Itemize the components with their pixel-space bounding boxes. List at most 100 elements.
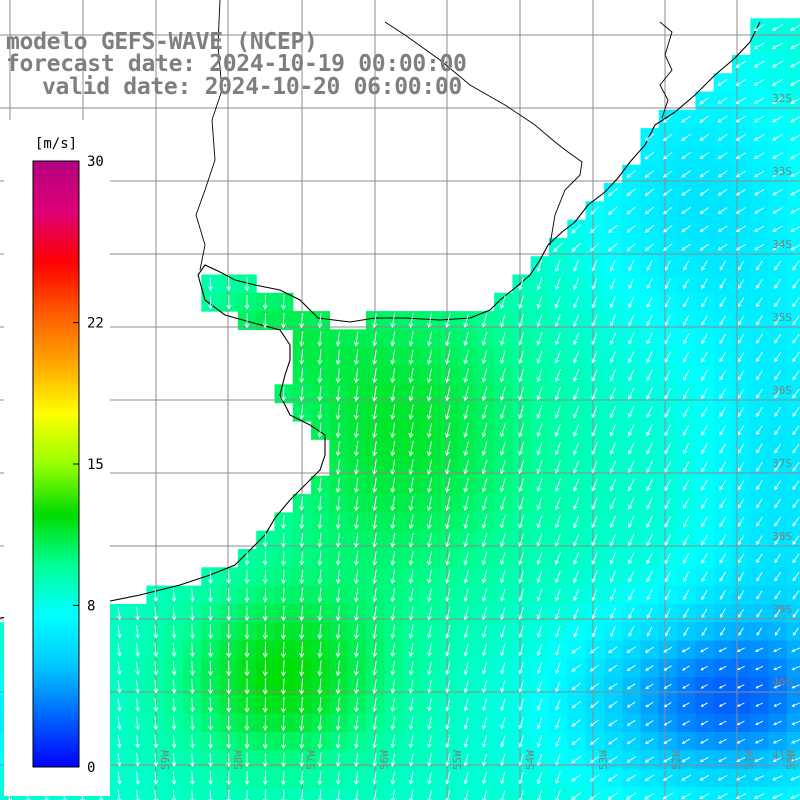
- wind-arrow: [774, 333, 782, 344]
- wind-arrow: [756, 571, 763, 582]
- wind-arrow: [756, 480, 763, 491]
- wind-arrow: [573, 442, 580, 456]
- wind-arrow: [299, 789, 304, 800]
- wind-arrow: [135, 661, 140, 676]
- wind-arrow: [555, 625, 561, 638]
- wind-arrow: [189, 642, 195, 658]
- wind-arrow: [756, 553, 763, 564]
- wind-arrow: [700, 738, 709, 744]
- wind-arrow: [701, 315, 708, 326]
- wind-arrow: [792, 462, 800, 472]
- wind-arrow: [756, 498, 763, 509]
- wind-arrow: [226, 734, 232, 750]
- wind-arrow: [718, 702, 727, 707]
- wind-arrow: [500, 771, 506, 785]
- wind-arrow: [262, 660, 268, 677]
- wind-arrow: [518, 277, 524, 291]
- wind-cell: [786, 567, 800, 587]
- wind-arrow: [700, 702, 708, 707]
- wind-arrow: [792, 517, 800, 527]
- wind-arrow: [482, 735, 488, 748]
- wind-arrow: [262, 771, 268, 786]
- wind-arrow: [573, 497, 580, 511]
- wind-arrow: [774, 535, 781, 545]
- wind-arrow: [646, 626, 653, 637]
- wind-arrow: [353, 605, 359, 622]
- wind-arrow: [536, 423, 543, 438]
- wind-arrow: [699, 133, 710, 141]
- wind-arrow: [683, 333, 690, 345]
- wind-arrow: [500, 625, 506, 639]
- wind-arrow: [555, 662, 561, 675]
- wind-arrow: [609, 387, 616, 400]
- wind-arrow: [171, 697, 177, 713]
- wind-arrow: [554, 423, 561, 438]
- wind-arrow: [591, 626, 598, 638]
- wind-arrow: [609, 460, 617, 474]
- wind-arrow: [772, 152, 783, 159]
- wind-arrow: [244, 715, 250, 732]
- wind-arrow: [372, 679, 378, 695]
- wind-arrow: [317, 367, 323, 384]
- wind-arrow: [481, 313, 488, 328]
- wind-arrow: [553, 242, 563, 252]
- colorbar-tick-label: 15: [87, 457, 104, 473]
- wind-arrow: [737, 571, 745, 582]
- wind-arrow: [719, 608, 726, 619]
- wind-arrow: [299, 587, 305, 603]
- wind-arrow: [755, 352, 763, 363]
- wind-arrow: [463, 716, 469, 730]
- wind-arrow: [644, 133, 655, 142]
- wind-arrow: [408, 514, 414, 530]
- wind-arrow: [500, 753, 506, 767]
- wind-arrow: [500, 313, 506, 328]
- wind-arrow: [445, 588, 451, 603]
- wind-arrow: [737, 425, 745, 436]
- wind-arrow: [774, 480, 782, 491]
- lon-label: 56W: [378, 750, 391, 770]
- wind-arrow: [718, 738, 727, 744]
- wind-arrow: [335, 569, 341, 585]
- wind-arrow: [481, 478, 488, 493]
- wind-arrow: [445, 459, 451, 475]
- wind-arrow: [701, 627, 708, 637]
- wind-arrow: [680, 792, 692, 800]
- wind-arrow: [790, 152, 800, 159]
- wind-arrow: [445, 569, 451, 584]
- wind-arrow: [500, 588, 506, 602]
- wind-arrow: [735, 188, 746, 196]
- wind-arrow: [681, 243, 691, 251]
- wind-arrow: [135, 606, 140, 621]
- wind-arrow: [536, 496, 543, 511]
- wind-arrow: [372, 477, 378, 494]
- wind-arrow: [701, 571, 708, 583]
- wind-arrow: [372, 660, 378, 676]
- wind-arrow: [518, 423, 525, 438]
- map-title: modelo GEFS-WAVE (NCEP): [6, 29, 318, 55]
- wind-arrow: [591, 533, 598, 547]
- wind-arrow: [736, 647, 745, 652]
- wind-arrow: [299, 715, 305, 732]
- wind-arrow: [500, 551, 506, 566]
- wind-arrow: [718, 647, 727, 653]
- wind-arrow: [573, 350, 580, 364]
- wind-arrow: [335, 422, 341, 439]
- wind-cell: [786, 420, 800, 440]
- wind-arrow: [792, 553, 800, 564]
- wind-arrow: [701, 497, 708, 510]
- lat-label: 41S: [772, 749, 792, 762]
- wind-arrow: [737, 388, 745, 399]
- wind-arrow: [626, 224, 636, 233]
- wind-arrow: [774, 498, 782, 509]
- wind-arrow: [773, 720, 782, 726]
- wind-cell: [786, 402, 800, 422]
- wind-arrow: [536, 662, 543, 675]
- wind-arrow: [719, 260, 726, 271]
- wind-arrow: [737, 278, 745, 289]
- wind-arrow: [427, 643, 432, 658]
- wind-arrow: [299, 623, 305, 640]
- wind-arrow: [353, 496, 359, 512]
- wind-arrow: [518, 588, 524, 602]
- wind-arrow: [664, 314, 671, 327]
